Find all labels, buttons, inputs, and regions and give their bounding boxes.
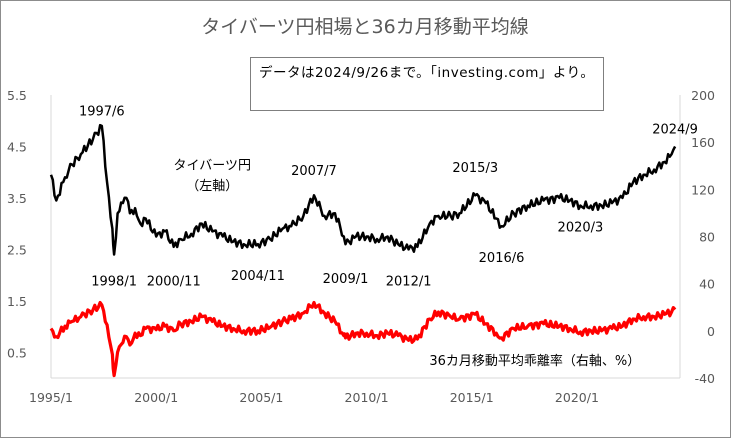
x-axis-ticks: 1995/1 2000/1 2005/1 2010/1 2015/1 2020/1 [29, 390, 599, 405]
right-tick-label: 120 [691, 182, 715, 197]
x-tick-label: 2000/1 [134, 390, 178, 405]
right-tick-label: 80 [699, 230, 715, 245]
left-tick-label: 5.5 [7, 88, 27, 103]
left-axis-ticks: 0.5 1.5 2.5 3.5 4.5 5.5 [7, 88, 27, 360]
right-tick-label: 0 [707, 324, 715, 339]
series-group [49, 123, 677, 378]
right-tick-label: 160 [691, 135, 715, 150]
data-source-note: データは2024/9/26まで。「investing.com」より。 [250, 57, 604, 111]
annotations-group: 1997/6 1998/1 2000/11 2004/11 2007/7 2009/1 20… [79, 105, 698, 370]
series-line-ma-deviation [49, 300, 677, 378]
chart-annotation: （左軸） [186, 179, 238, 194]
left-tick-label: 2.5 [7, 242, 27, 257]
chart-annotation: 2012/1 [386, 274, 432, 289]
right-tick-label: -40 [695, 371, 715, 386]
chart-annotation: 2016/6 [479, 251, 525, 266]
chart-annotation: 1998/1 [91, 274, 137, 289]
chart-annotation: 2004/11 [231, 269, 285, 284]
chart-annotation: 2015/3 [452, 161, 498, 176]
chart-annotation: 2009/1 [323, 272, 369, 287]
chart-annotation: 2007/7 [291, 164, 337, 179]
chart-annotation: タイバーツ円 [174, 159, 251, 174]
chart-annotation: 36カ月移動平均乖離率（右軸、%） [429, 353, 640, 369]
chart-annotation: 2020/3 [558, 220, 604, 235]
x-tick-label: 1995/1 [29, 390, 73, 405]
chart-annotation: 1997/6 [79, 105, 125, 120]
x-tick-label: 2005/1 [239, 390, 283, 405]
left-tick-label: 0.5 [7, 345, 27, 360]
x-tick-label: 2015/1 [450, 390, 494, 405]
right-tick-label: 200 [691, 88, 715, 103]
chart-annotation: 2024/9 [652, 123, 698, 138]
chart-annotation: 2000/11 [147, 274, 201, 289]
series-line-thb-jpy [49, 123, 677, 256]
left-tick-label: 1.5 [7, 294, 27, 309]
chart-title: タイバーツ円相場と36カ月移動平均線 [201, 16, 528, 38]
x-tick-label: 2020/1 [555, 390, 599, 405]
right-axis-ticks: -40 0 40 80 120 160 200 [691, 88, 715, 386]
left-tick-label: 4.5 [7, 139, 27, 154]
x-tick-label: 2010/1 [345, 390, 389, 405]
right-tick-label: 40 [699, 277, 715, 292]
left-tick-label: 3.5 [7, 191, 27, 206]
